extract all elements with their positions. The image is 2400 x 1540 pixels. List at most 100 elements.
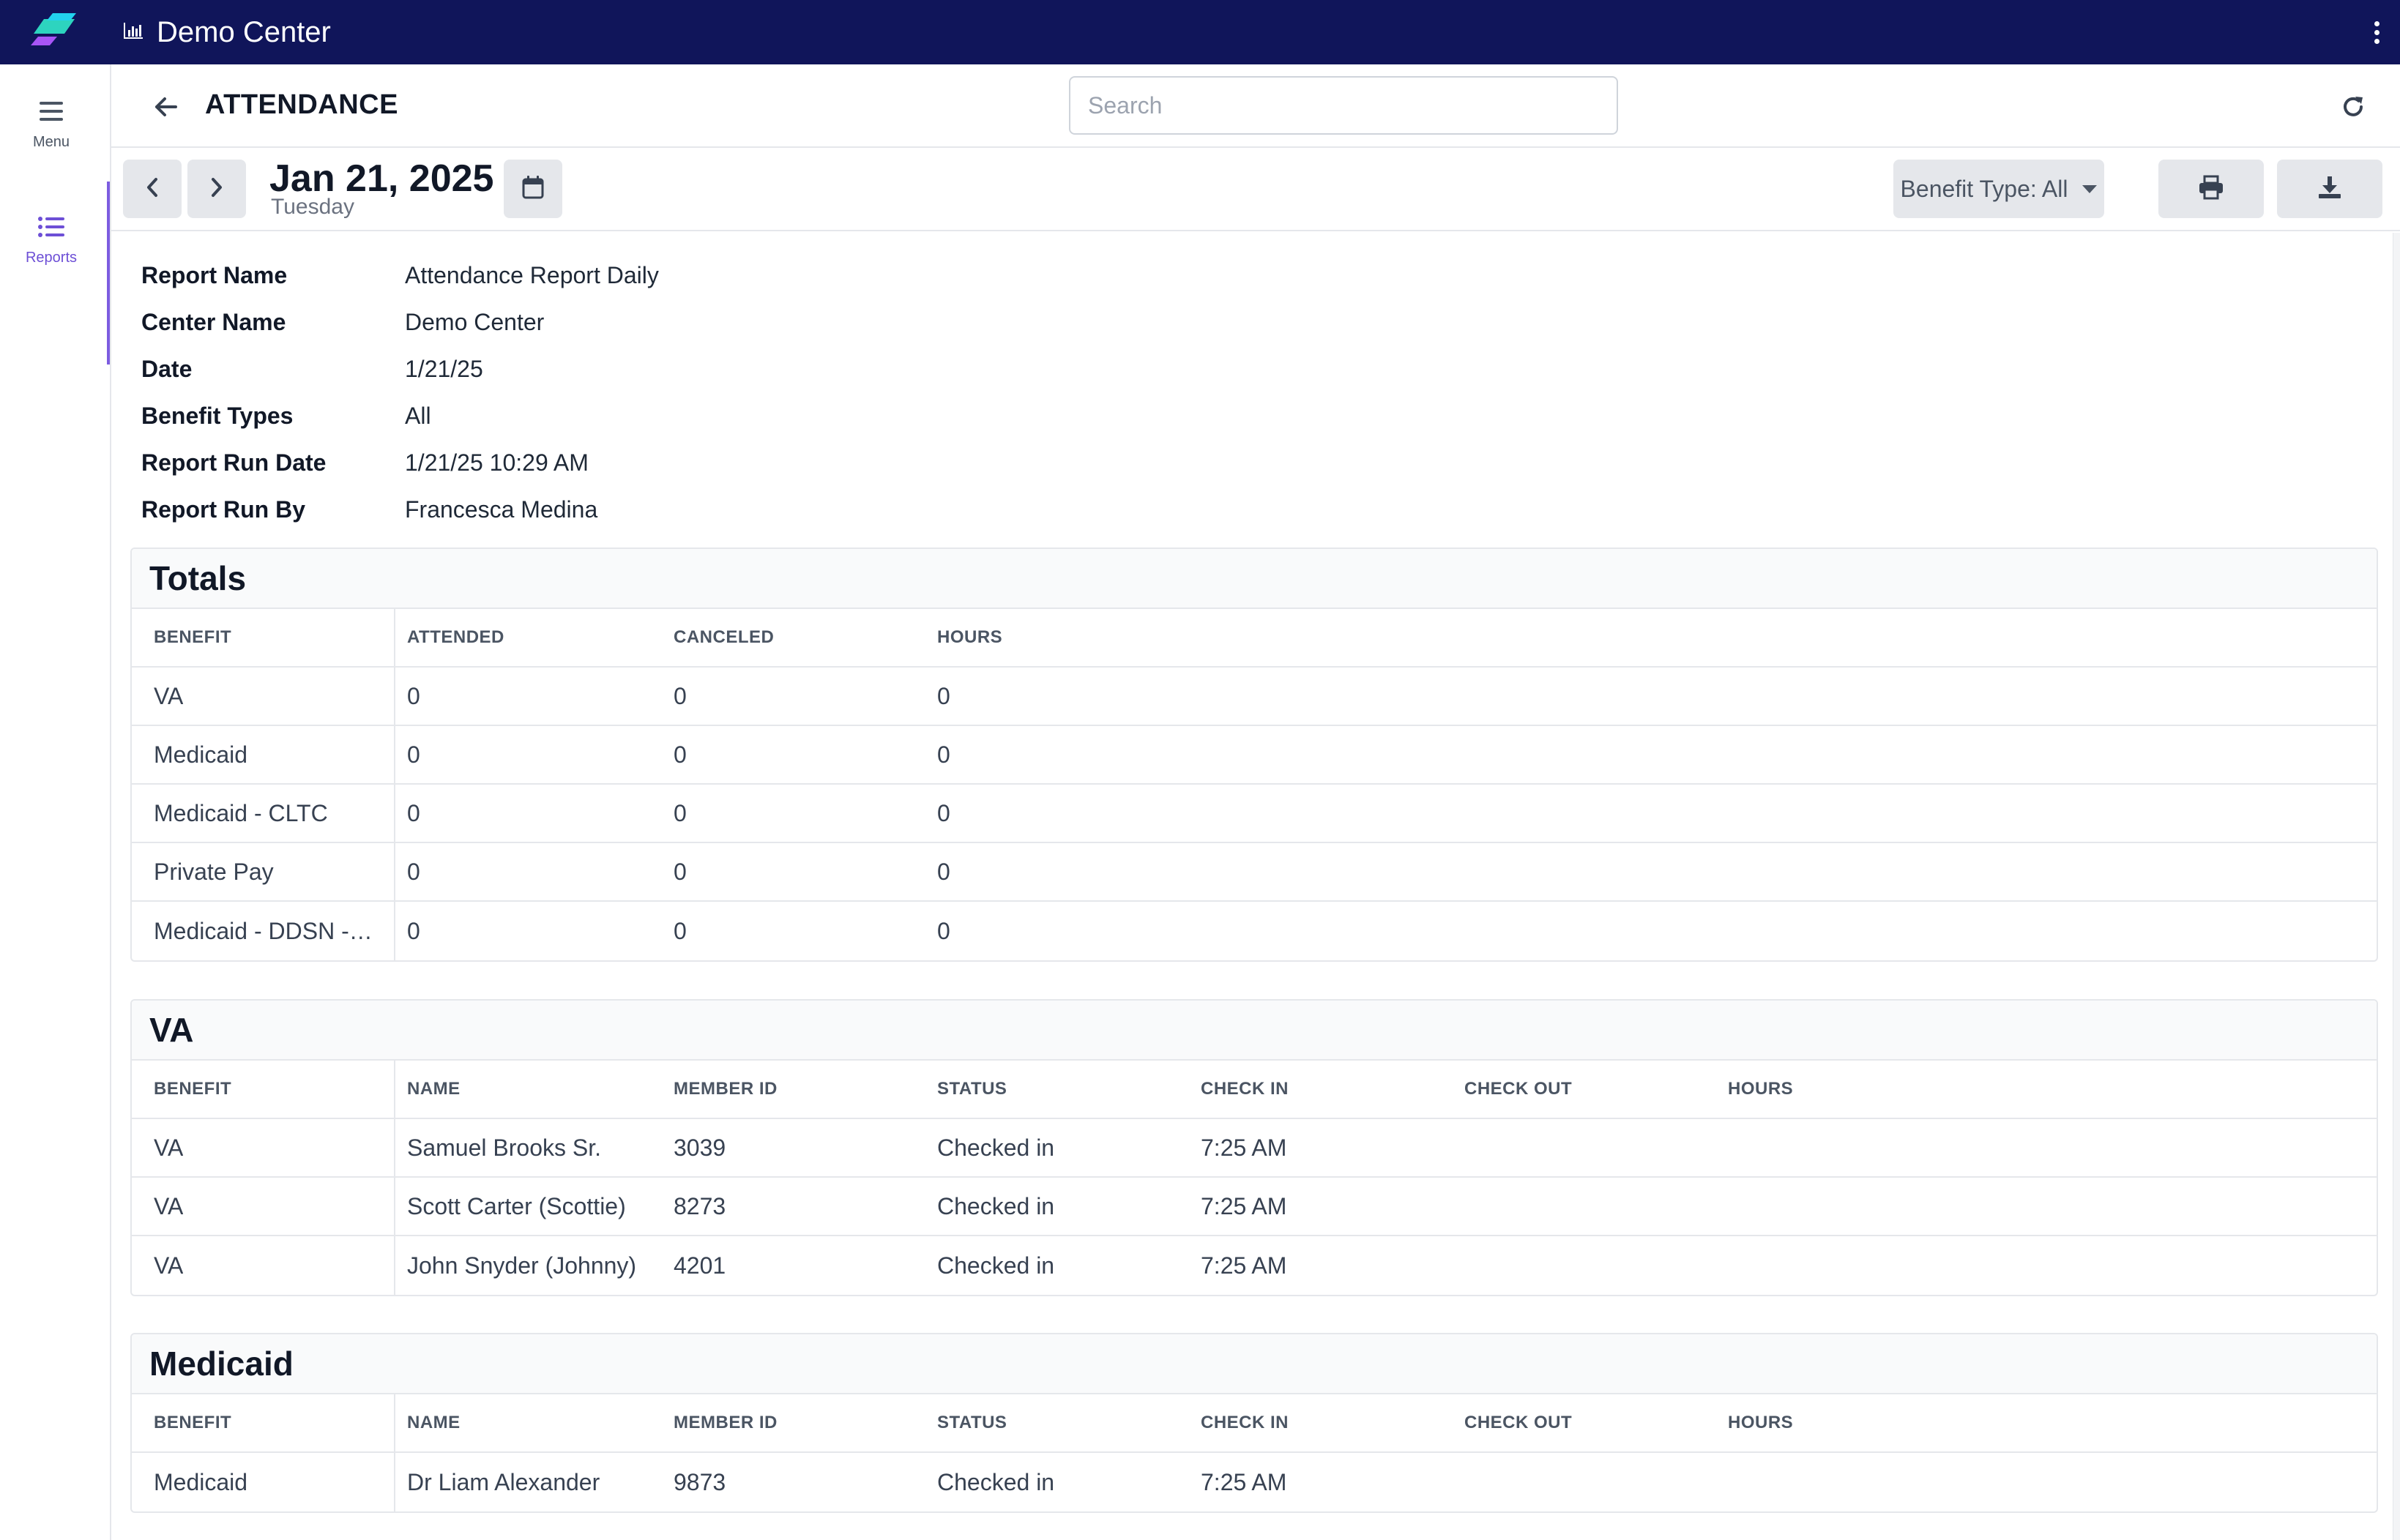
table-cell	[1450, 1236, 1713, 1295]
column-header: ATTENDED	[407, 627, 504, 647]
table-cell: 0	[674, 741, 687, 768]
info-row: Benefit Types All	[141, 392, 659, 439]
table-cell: 0	[407, 799, 420, 826]
table-cell	[1713, 1236, 1977, 1295]
sidebar-item-reports[interactable]: Reports	[0, 215, 103, 266]
table-cell: Checked in	[937, 1192, 1055, 1219]
print-icon	[2198, 175, 2224, 203]
table-cell: Medicaid	[132, 1453, 395, 1511]
table-cell: Scott Carter (Scottie)	[407, 1192, 626, 1219]
calendar-button[interactable]	[504, 160, 562, 218]
info-value: Attendance Report Daily	[405, 261, 659, 288]
info-value: 1/21/25	[405, 355, 483, 382]
info-value: 1/21/25 10:29 AM	[405, 449, 589, 476]
column-header: STATUS	[937, 1413, 1007, 1432]
table-cell	[1450, 1453, 1713, 1511]
sidebar-item-label: Reports	[25, 250, 78, 266]
table-cell: VA	[132, 668, 395, 725]
column-header: CHECK OUT	[1464, 1079, 1573, 1099]
next-day-button[interactable]	[187, 160, 246, 218]
table-cell: 7:25 AM	[1201, 1192, 1287, 1219]
table-row[interactable]: VA Scott Carter (Scottie) 8273 Checked i…	[132, 1178, 2377, 1236]
table-cell: 0	[674, 799, 687, 826]
info-label: Report Run Date	[141, 449, 327, 476]
table-cell: 0	[674, 682, 687, 709]
chevron-right-icon	[209, 176, 225, 202]
page-header: ATTENDANCE	[111, 64, 2400, 148]
table-cell: 9873	[674, 1468, 726, 1495]
table-cell: Checked in	[937, 1252, 1055, 1279]
selected-weekday: Tuesday	[271, 195, 354, 219]
table-cell: 0	[937, 858, 950, 885]
chevron-left-icon	[144, 176, 160, 202]
selected-date: Jan 21, 2025	[269, 157, 494, 200]
info-row: Report Run Date 1/21/25 10:29 AM	[141, 439, 659, 486]
top-bar: Demo Center	[0, 0, 2400, 64]
previous-day-button[interactable]	[123, 160, 182, 218]
table-cell: 7:25 AM	[1201, 1252, 1287, 1279]
table-cell	[1450, 1119, 1713, 1176]
refresh-icon[interactable]	[2336, 89, 2371, 124]
table-cell: 0	[937, 917, 950, 944]
info-row: Date 1/21/25	[141, 345, 659, 392]
table-cell: Checked in	[937, 1468, 1055, 1495]
table-cell: VA	[132, 1178, 395, 1235]
benefit-type-dropdown[interactable]: Benefit Type: All	[1893, 160, 2104, 218]
active-indicator	[107, 182, 110, 365]
benefit-type-label: Benefit Type: All	[1900, 175, 2068, 202]
table-cell: 0	[407, 917, 420, 944]
column-header: BENEFIT	[132, 1061, 395, 1118]
table-cell: Medicaid	[132, 726, 395, 783]
column-header: CHECK IN	[1201, 1413, 1289, 1432]
search-input[interactable]	[1069, 76, 1618, 135]
app-logo-icon[interactable]	[28, 12, 81, 47]
app-title: Demo Center	[157, 15, 331, 48]
table-cell: 0	[674, 917, 687, 944]
section-title: Medicaid	[132, 1334, 2377, 1394]
report-info: Report Name Attendance Report Daily Cent…	[141, 252, 659, 533]
info-row: Report Name Attendance Report Daily	[141, 252, 659, 299]
info-label: Center Name	[141, 308, 286, 335]
info-value: All	[405, 402, 431, 429]
section-title: Totals	[132, 549, 2377, 609]
section-title: VA	[132, 1001, 2377, 1061]
table-row[interactable]: Medicaid Dr Liam Alexander 9873 Checked …	[132, 1453, 2377, 1511]
column-header: NAME	[407, 1413, 461, 1432]
table-row: Medicaid 0 0 0	[132, 726, 2377, 785]
table-cell: VA	[132, 1119, 395, 1176]
table-cell: 0	[407, 682, 420, 709]
column-header: HOURS	[937, 627, 1003, 647]
list-icon	[37, 215, 65, 242]
sidebar-item-label: Menu	[32, 134, 70, 150]
column-header: STATUS	[937, 1079, 1007, 1099]
sidebar-item-menu[interactable]: Menu	[0, 100, 103, 151]
table-cell: 8273	[674, 1192, 726, 1219]
table-cell: 0	[407, 858, 420, 885]
table-row: VA 0 0 0	[132, 668, 2377, 726]
table-row[interactable]: VA Samuel Brooks Sr. 3039 Checked in 7:2…	[132, 1119, 2377, 1178]
table-cell	[1713, 1119, 1977, 1176]
table-cell: 7:25 AM	[1201, 1134, 1287, 1161]
more-options-icon[interactable]	[2368, 16, 2385, 48]
table-cell: Medicaid - CLTC	[132, 785, 395, 842]
table-cell	[1713, 1178, 1977, 1235]
column-header: BENEFIT	[132, 609, 395, 666]
back-arrow-icon[interactable]	[148, 89, 183, 124]
chart-icon	[123, 21, 144, 44]
column-header: CANCELED	[674, 627, 775, 647]
column-header: HOURS	[1728, 1079, 1794, 1099]
column-header: MEMBER ID	[674, 1079, 778, 1099]
table-row: Medicaid - CLTC 0 0 0	[132, 785, 2377, 843]
print-button[interactable]	[2158, 160, 2264, 218]
table-cell: 0	[674, 858, 687, 885]
table-row[interactable]: VA John Snyder (Johnny) 4201 Checked in …	[132, 1236, 2377, 1295]
table-cell: 0	[937, 799, 950, 826]
table-cell: 4201	[674, 1252, 726, 1279]
vertical-scrollbar[interactable]	[2393, 233, 2400, 1540]
table-cell: 0	[937, 682, 950, 709]
date-toolbar: Jan 21, 2025 Tuesday Benefit Type: All	[111, 149, 2400, 231]
info-row: Center Name Demo Center	[141, 299, 659, 345]
column-header: BENEFIT	[132, 1394, 395, 1451]
download-button[interactable]	[2277, 160, 2382, 218]
info-value: Demo Center	[405, 308, 545, 335]
